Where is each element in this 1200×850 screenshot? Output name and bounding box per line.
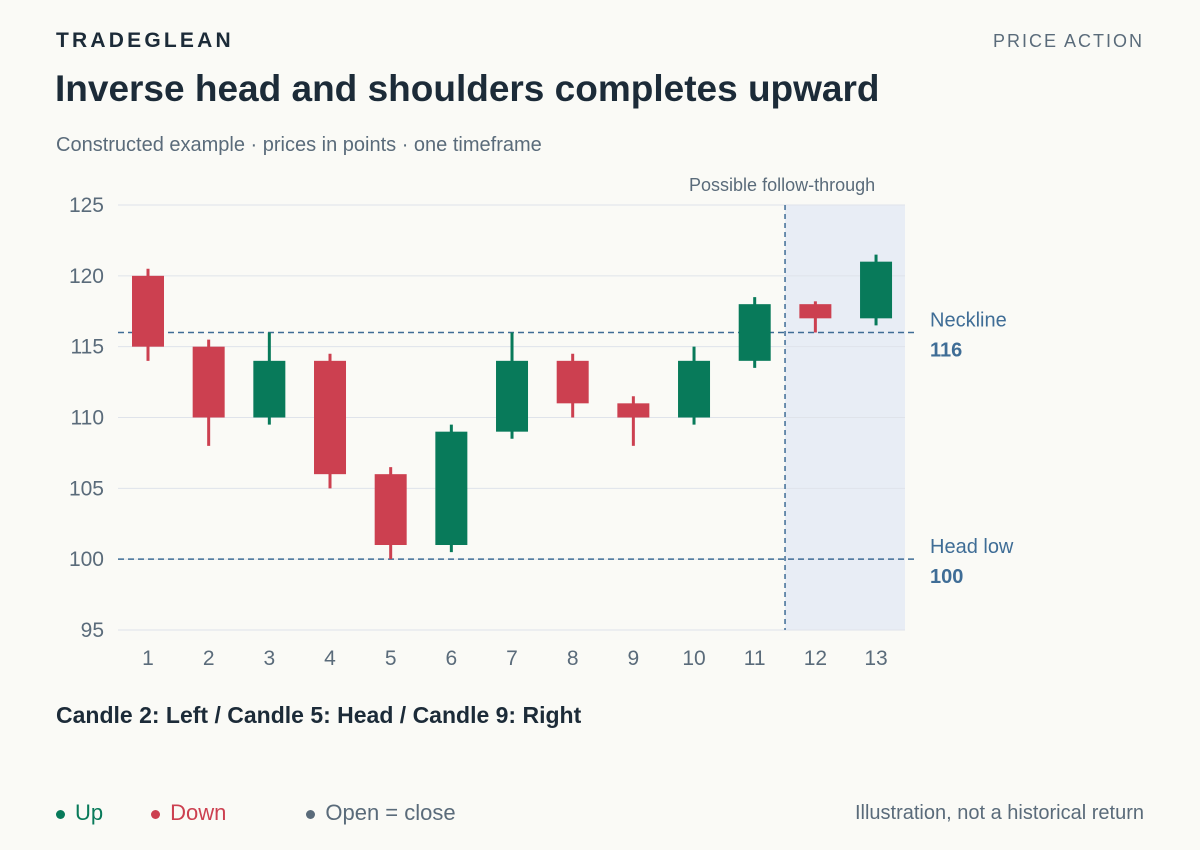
x-tick-label: 3	[263, 647, 275, 670]
y-tick-label: 105	[69, 477, 104, 500]
candle-body	[678, 360, 711, 418]
candle-body	[132, 275, 164, 347]
y-tick-label: 125	[69, 194, 104, 217]
legend-item-down: Down	[151, 800, 226, 826]
candle-body	[435, 431, 468, 545]
x-tick-label: 7	[506, 647, 518, 670]
x-tick-label: 5	[385, 647, 397, 670]
candle-body	[192, 346, 225, 418]
x-tick-label: 9	[628, 647, 640, 670]
x-tick-label: 11	[744, 647, 766, 670]
y-tick-label: 95	[81, 619, 104, 642]
x-tick-label: 8	[567, 647, 579, 670]
reference-line-value: 100	[930, 566, 963, 588]
legend-item-up: Up	[56, 800, 103, 826]
footnote: Illustration, not a historical return	[854, 802, 1144, 824]
candle-body	[556, 360, 589, 404]
candle-body	[617, 403, 650, 418]
candle-body	[860, 261, 893, 319]
pattern-note: Candle 2: Left / Candle 5: Head / Candle…	[56, 702, 582, 728]
candle-body	[738, 304, 771, 361]
flat-dot-icon	[306, 809, 316, 819]
x-tick-label: 6	[446, 647, 458, 670]
x-tick-label: 1	[142, 647, 154, 670]
candle-body	[253, 360, 286, 418]
brand-name: TRADEGLEAN	[56, 29, 234, 52]
legend: Up Down Open = close	[56, 800, 456, 826]
x-tick-label: 13	[864, 647, 887, 670]
y-tick-label: 100	[69, 548, 104, 571]
candle-body	[374, 474, 407, 545]
y-tick-label: 120	[69, 265, 104, 288]
legend-label-up: Up	[75, 800, 104, 825]
chart-title: Inverse head and shoulders completes upw…	[55, 68, 880, 109]
y-tick-label: 115	[71, 336, 104, 359]
candle-body	[799, 304, 832, 319]
follow-through-label: Possible follow-through	[689, 175, 875, 195]
down-dot-icon	[151, 809, 161, 819]
legend-item-flat: Open = close	[306, 800, 456, 826]
candle-body	[314, 360, 347, 475]
x-tick-label: 2	[203, 647, 215, 670]
reference-line-label: Head low	[930, 536, 1014, 558]
legend-label-down: Down	[170, 800, 227, 825]
up-dot-icon	[56, 809, 65, 819]
x-tick-label: 10	[682, 647, 705, 670]
reference-line-value: 116	[930, 340, 962, 362]
section-label: PRICE ACTION	[992, 31, 1144, 51]
reference-line-label: Neckline	[930, 310, 1007, 332]
legend-label-flat: Open = close	[325, 800, 456, 825]
x-tick-label: 12	[804, 647, 827, 670]
y-tick-label: 110	[71, 407, 104, 430]
x-tick-label: 4	[324, 647, 336, 670]
candle-body	[496, 360, 529, 432]
chart-subtitle: Constructed example · prices in points ·…	[56, 134, 542, 156]
